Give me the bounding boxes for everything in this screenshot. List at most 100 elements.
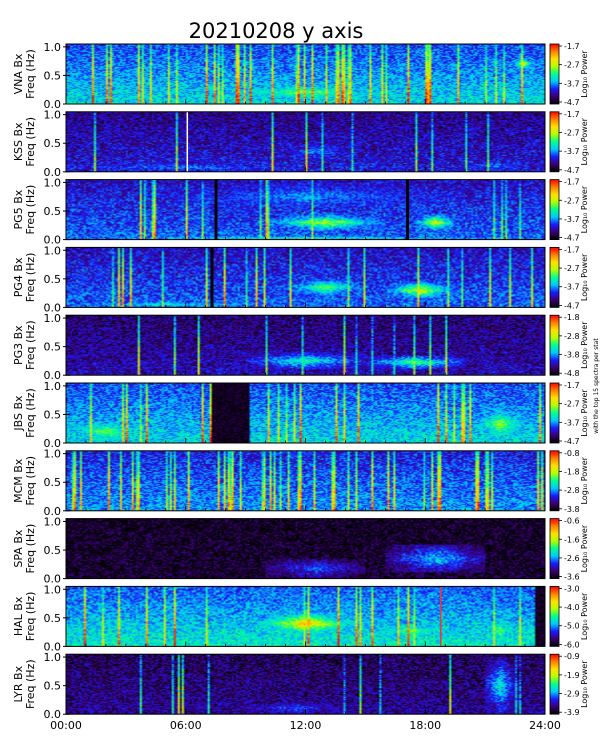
freq-axis-label: Freq (Hz) xyxy=(24,592,37,642)
data-gap-stripe xyxy=(186,111,189,172)
colorbar xyxy=(549,518,560,579)
freq-axis-label: Freq (Hz) xyxy=(24,253,37,303)
y-tick-label: 0.0 xyxy=(44,369,62,382)
y-tick-label: 0.0 xyxy=(44,708,62,721)
colorbar-tick-label: -2.6 xyxy=(564,554,580,563)
y-tick-label: 0.0 xyxy=(44,437,62,450)
colorbar-tick-label: -2.7 xyxy=(564,196,580,205)
data-gap-stripe xyxy=(214,179,218,240)
colorbar-tick-label: -1.8 xyxy=(564,313,580,322)
y-tick-label: 1.0 xyxy=(44,41,62,54)
colorbar-tick-label: -4.7 xyxy=(564,166,580,175)
spectrogram-image xyxy=(66,383,545,443)
y-tick-label: 0.5 xyxy=(44,273,62,286)
colorbar xyxy=(549,314,560,376)
colorbar xyxy=(549,450,560,512)
freq-axis-label: Freq (Hz) xyxy=(24,456,37,506)
station-label: PG3 Bx xyxy=(12,325,25,365)
colorbar-tick-label: -3.7 xyxy=(564,147,580,156)
y-tick-label: 1.0 xyxy=(44,109,62,122)
y-tick-label: 0.5 xyxy=(44,544,62,557)
side-note: with the top 15 spectra per stat xyxy=(593,338,600,434)
freq-axis-label: Freq (Hz) xyxy=(24,388,37,438)
colorbar-tick-label: -3.9 xyxy=(564,708,580,717)
y-tick-label: 1.0 xyxy=(44,651,62,664)
station-label: HAL Bx xyxy=(12,596,25,636)
panel-pg4: 1.0 0.5 0.0 PG4 Bx Freq (Hz) -1.7 -2.7 -3.7 -4.7… xyxy=(12,244,589,314)
panel-vna: 1.0 0.5 0.0 VNA Bx Freq (Hz) -1.7 -2.7 -3.7 -4.7… xyxy=(12,41,589,111)
colorbar-tick-label: -0.9 xyxy=(564,652,580,661)
time-axis: 00:00 06:00 12:00 18:00 24:00 xyxy=(50,99,561,732)
colorbar-tick-label: -3.6 xyxy=(564,573,580,582)
colorbar-tick-label: -2.7 xyxy=(564,128,580,137)
colorbar-tick-label: -3.8 xyxy=(564,351,580,360)
colorbar-label: Log₁₀ Power xyxy=(580,660,589,708)
panel-lyr: 1.0 0.5 0.0 LYR Bx Freq (Hz) -0.9 -1.9 -2.9 -3.9… xyxy=(12,651,589,721)
x-tick-label: 06:00 xyxy=(170,719,202,732)
colorbar-label: Log₁₀ Power xyxy=(580,524,589,572)
y-tick-label: 0.5 xyxy=(44,680,62,693)
colorbar-tick-label: -3.7 xyxy=(564,283,580,292)
colorbar xyxy=(549,382,560,444)
station-label: JBS Bx xyxy=(12,395,25,432)
freq-axis-label: Freq (Hz) xyxy=(24,659,37,709)
colorbar-tick-label: -1.8 xyxy=(564,467,580,476)
spectrogram-image xyxy=(66,179,545,240)
colorbar-label: Log₁₀ Power xyxy=(580,456,589,504)
spectrogram-image xyxy=(66,315,545,376)
freq-axis-label: Freq (Hz) xyxy=(24,320,37,370)
y-tick-label: 1.0 xyxy=(44,583,62,596)
colorbar-tick-label: -4.7 xyxy=(564,98,580,107)
spectrogram-image xyxy=(66,247,545,308)
colorbar-label: Log₁₀ Power xyxy=(580,321,589,369)
colorbar xyxy=(549,653,560,715)
colorbar xyxy=(549,246,560,308)
x-tick-label: 00:00 xyxy=(50,719,82,732)
colorbar-label: Log₁₀ Power xyxy=(580,592,589,640)
station-label: PG5 Bx xyxy=(12,189,25,229)
colorbar-tick-label: -1.9 xyxy=(564,671,580,680)
colorbar-tick-label: -3.7 xyxy=(564,215,580,224)
x-tick-label: 24:00 xyxy=(529,719,561,732)
colorbar-label: Log₁₀ Power xyxy=(580,389,589,437)
data-gap-stripe xyxy=(440,586,442,647)
spectrogram-image xyxy=(66,518,545,579)
colorbar-label: Log₁₀ Power xyxy=(580,117,589,165)
y-tick-label: 0.0 xyxy=(44,573,62,586)
y-tick-label: 1.0 xyxy=(44,312,62,325)
station-label: VNA Bx xyxy=(12,53,25,94)
colorbar-tick-label: -3.0 xyxy=(564,584,580,593)
colorbar-tick-label: -6.0 xyxy=(564,640,580,649)
spectrogram-image xyxy=(66,44,545,104)
y-tick-label: 0.5 xyxy=(44,341,62,354)
y-tick-label: 0.5 xyxy=(44,408,62,421)
station-label: PG4 Bx xyxy=(12,257,25,297)
panel-spa: 1.0 0.5 0.0 SPA Bx Freq (Hz) -0.6 -1.6 -2.6 -3.6… xyxy=(12,515,589,585)
y-tick-label: 1.0 xyxy=(44,380,62,393)
colorbar xyxy=(549,43,560,105)
station-label: MCM Bx xyxy=(12,458,25,503)
colorbar-tick-label: -5.0 xyxy=(564,622,580,631)
y-tick-label: 0.0 xyxy=(44,98,62,111)
colorbar xyxy=(549,179,560,241)
panel-pg3: 1.0 0.5 0.0 PG3 Bx Freq (Hz) -1.8 -2.8 -3.8 -4.8… xyxy=(12,312,589,382)
y-tick-label: 1.0 xyxy=(44,515,62,528)
station-label: KSS Bx xyxy=(12,122,25,161)
panels: 1.0 0.5 0.0 VNA Bx Freq (Hz) -1.7 -2.7 -3.7 -4.7… xyxy=(12,41,589,721)
colorbar-tick-label: -2.8 xyxy=(564,486,580,495)
colorbar-tick-label: -3.7 xyxy=(564,418,580,427)
colorbar-label: Log₁₀ Power xyxy=(580,185,589,233)
data-gap-stripe xyxy=(210,247,214,308)
y-tick-label: 0.0 xyxy=(44,166,62,179)
y-tick-label: 1.0 xyxy=(44,244,62,257)
colorbar xyxy=(549,586,560,647)
freq-axis-label: Freq (Hz) xyxy=(24,185,37,235)
station-label: SPA Bx xyxy=(12,529,25,567)
y-tick-label: 0.5 xyxy=(44,205,62,218)
colorbar-tick-label: -4.7 xyxy=(564,234,580,243)
y-tick-label: 1.0 xyxy=(44,448,62,461)
colorbar-tick-label: -1.7 xyxy=(564,381,580,390)
colorbar-tick-label: -4.7 xyxy=(564,437,580,446)
colorbar-label: Log₁₀ Power xyxy=(580,253,589,301)
